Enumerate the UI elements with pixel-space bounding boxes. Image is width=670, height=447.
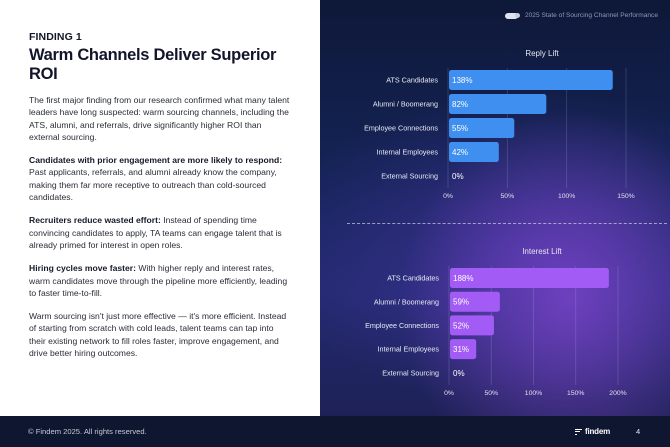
interest-category-label: Internal Employees: [377, 345, 439, 354]
charts-svg: 0% 50% 100% 150% ATS Candidates 138% Alumni / …: [364, 68, 635, 397]
reply-bar: [449, 94, 547, 114]
reply-category-label: External Sourcing: [381, 172, 438, 181]
point-paragraph-2: Recruiters reduce wasted effort: Instead…: [29, 214, 291, 251]
report-header: 2025 State of Sourcing Channel Performan…: [504, 12, 658, 19]
interest-tick-label: 150%: [567, 390, 584, 397]
point-paragraph-1: Candidates with prior engagement are mor…: [29, 154, 291, 203]
interest-bar: [450, 315, 494, 336]
point-lead-2: Recruiters reduce wasted effort:: [29, 215, 161, 226]
chart-panel: 2025 State of Sourcing Channel Performan…: [320, 0, 670, 416]
interest-category-label: External Sourcing: [382, 368, 439, 377]
intro-paragraph: The first major finding from our researc…: [29, 95, 290, 142]
interest-tick-label: 200%: [609, 390, 626, 397]
interest-category-label: Employee Connections: [365, 321, 439, 330]
reply-tick-label: 100%: [558, 193, 575, 200]
findem-logo[interactable]: findem: [575, 427, 610, 436]
logo-text: findem: [585, 427, 611, 436]
reply-value-label: 42%: [452, 148, 468, 157]
interest-value-label: 52%: [453, 321, 469, 330]
chart-divider: [347, 223, 667, 224]
page-title: Warm Channels Deliver Superior ROI: [29, 46, 277, 83]
reply-tick-label: 50%: [501, 193, 515, 200]
findem-logo-icon: [575, 428, 582, 436]
page-number: 4: [636, 427, 641, 436]
reply-value-label: 55%: [452, 124, 468, 133]
reply-bar: [449, 142, 499, 162]
interest-value-label: 0%: [453, 369, 465, 378]
point-lead-3: Hiring cycles move faster:: [29, 263, 136, 274]
interest-lift-title: Interest Lift: [522, 247, 562, 256]
interest-tick-label: 50%: [484, 390, 498, 397]
conclusion-paragraph: Warm sourcing isn't just more effective …: [29, 311, 287, 359]
reply-lift-chart: 0% 50% 100% 150% ATS Candidates 138% Alumni / …: [364, 68, 635, 200]
interest-category-label: Alumni / Boomerang: [374, 297, 439, 306]
reply-bar: [449, 70, 613, 90]
interest-bar: [450, 339, 477, 360]
reply-tick-label: 0%: [443, 193, 453, 200]
reply-tick-label: 150%: [617, 193, 634, 200]
finding-text-panel: FINDING 1 Warm Channels Deliver Superior…: [0, 0, 320, 416]
toggle-pill-icon: [504, 12, 520, 19]
interest-bar: [450, 268, 609, 288]
reply-value-label: 82%: [452, 100, 468, 109]
reply-category-label: Alumni / Boomerang: [373, 100, 438, 109]
point-text-1: Past applicants, referrals, and alumni a…: [29, 167, 277, 203]
point-lead-1: Candidates with prior engagement are mor…: [29, 155, 283, 166]
interest-value-label: 188%: [453, 274, 473, 283]
reply-lift-title: Reply Lift: [525, 49, 559, 58]
interest-bar: [450, 291, 500, 312]
copyright-text: © Findem 2025. All rights reserved.: [28, 427, 147, 436]
point-text-3: With higher reply and interest rates, wa…: [29, 263, 288, 298]
reply-bar: [449, 118, 515, 138]
interest-lift-chart: 0% 50% 100% 150% 200% ATS Candidates 188% Alumn…: [365, 266, 627, 397]
point-text-2: Instead of spending time convincing cand…: [29, 215, 282, 250]
reply-value-label: 138%: [452, 76, 472, 85]
footer: © Findem 2025. All rights reserved. find…: [0, 416, 670, 447]
finding-label: FINDING 1: [29, 31, 82, 43]
reply-category-label: ATS Candidates: [386, 76, 438, 85]
point-paragraph-3: Hiring cycles move faster: With higher r…: [29, 262, 291, 299]
report-title: 2025 State of Sourcing Channel Performan…: [524, 12, 658, 19]
interest-tick-label: 100%: [525, 390, 542, 397]
interest-tick-label: 0%: [444, 390, 454, 397]
reply-value-label: 0%: [452, 172, 464, 181]
reply-category-label: Internal Employees: [376, 148, 438, 157]
interest-value-label: 31%: [453, 345, 469, 354]
interest-value-label: 59%: [453, 298, 469, 307]
reply-category-label: Employee Connections: [364, 124, 438, 133]
interest-category-label: ATS Candidates: [387, 274, 439, 283]
